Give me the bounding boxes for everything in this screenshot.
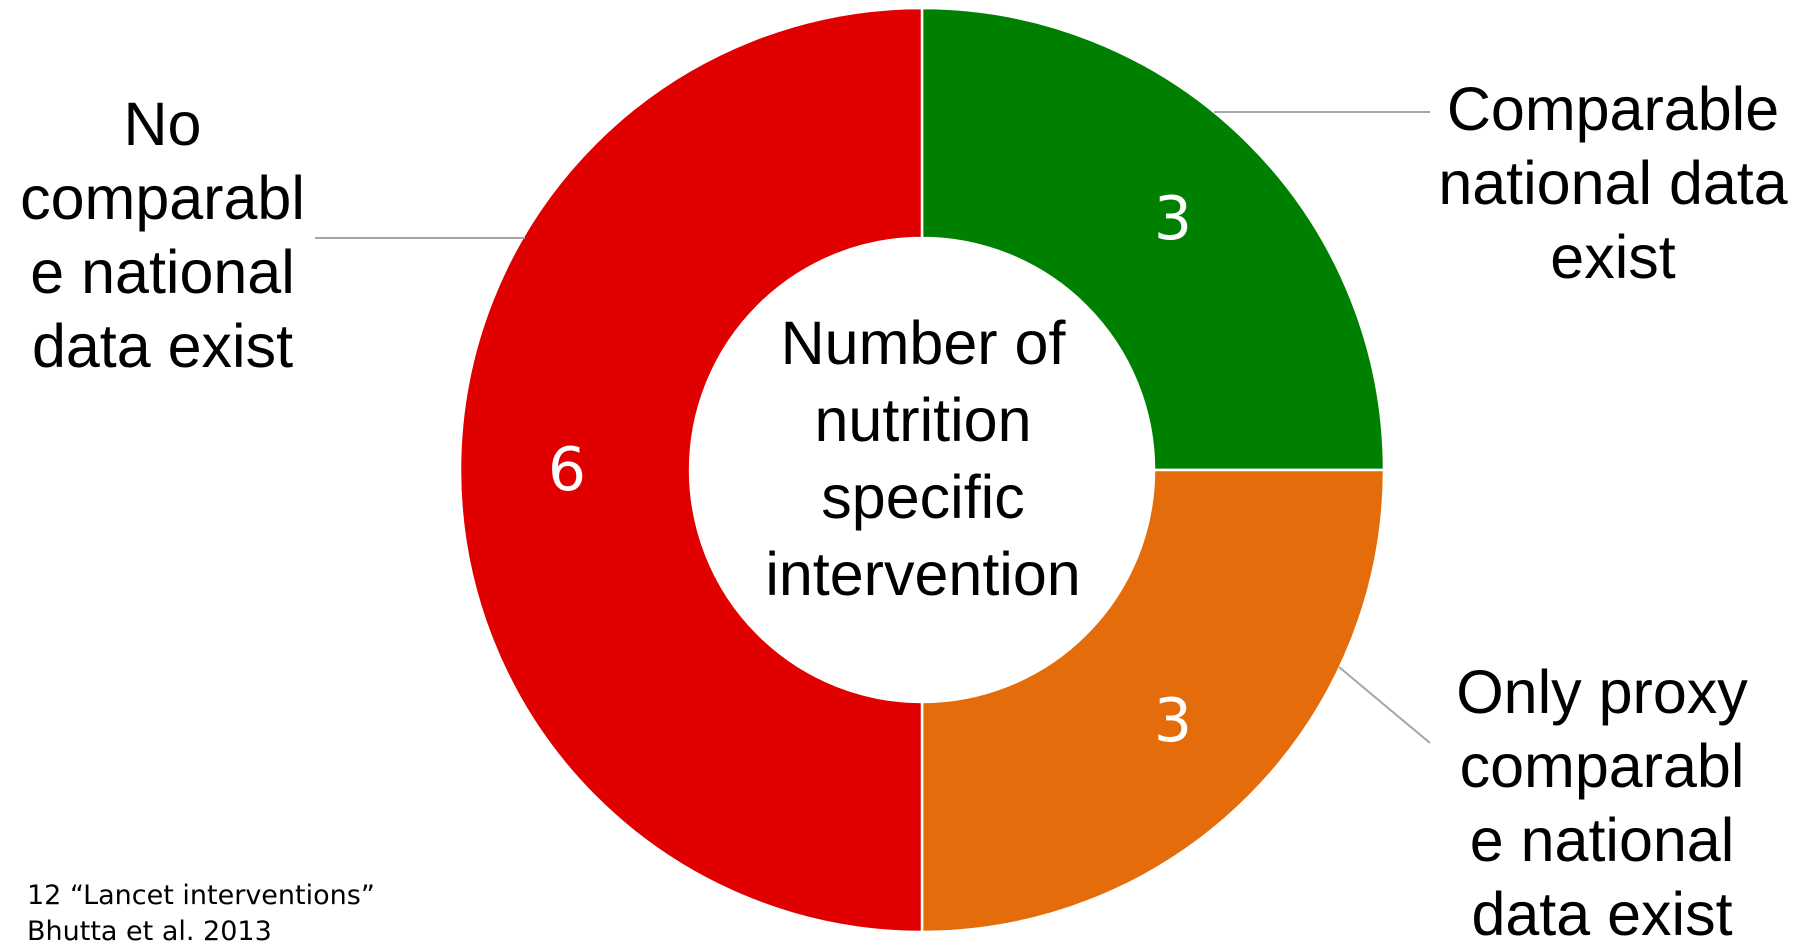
slice-value-label: 6 [548,435,586,505]
category-label-line: data exist [31,312,294,380]
value-labels: 3 3 6 [548,184,1192,756]
category-label-comparable: Comparable national data exist [1418,72,1808,294]
donut-slice-1 [920,468,1386,934]
footnote-line: 12 “Lancet interventions” [27,880,375,911]
leader-line-proxy [1338,666,1431,744]
category-label-line: Only proxy [1456,658,1748,726]
slice-value-label: 3 [1154,686,1192,756]
category-label-line: Comparable [1446,75,1780,143]
center-label: Number of nutrition specific interventio… [733,305,1113,613]
slices-layer [458,6,1386,934]
center-label-line: intervention [765,540,1081,608]
category-label-line: data exist [1471,880,1733,948]
category-label-line: comparabl [20,164,305,232]
category-label-no-data: No comparabl e national data exist [0,87,325,383]
center-label-line: Number of [780,309,1066,377]
slice-value-label: 3 [1154,184,1192,254]
category-label-line: national data [1438,149,1788,217]
center-label-line: nutrition [814,386,1032,454]
category-label-line: exist [1550,223,1676,291]
category-label-line: No [123,90,202,158]
footnote-source: Bhutta et al. 2013 [27,916,272,947]
category-label-line: comparabl [1459,732,1745,800]
donut-slice-0 [920,6,1386,472]
donut-slice-2 [458,6,924,934]
center-label-line: specific [821,463,1025,531]
leader-lines [315,111,1431,744]
category-label-line: e national [1469,806,1735,874]
category-label-proxy: Only proxy comparabl e national data exi… [1432,655,1772,951]
category-label-line: e national [30,238,295,306]
